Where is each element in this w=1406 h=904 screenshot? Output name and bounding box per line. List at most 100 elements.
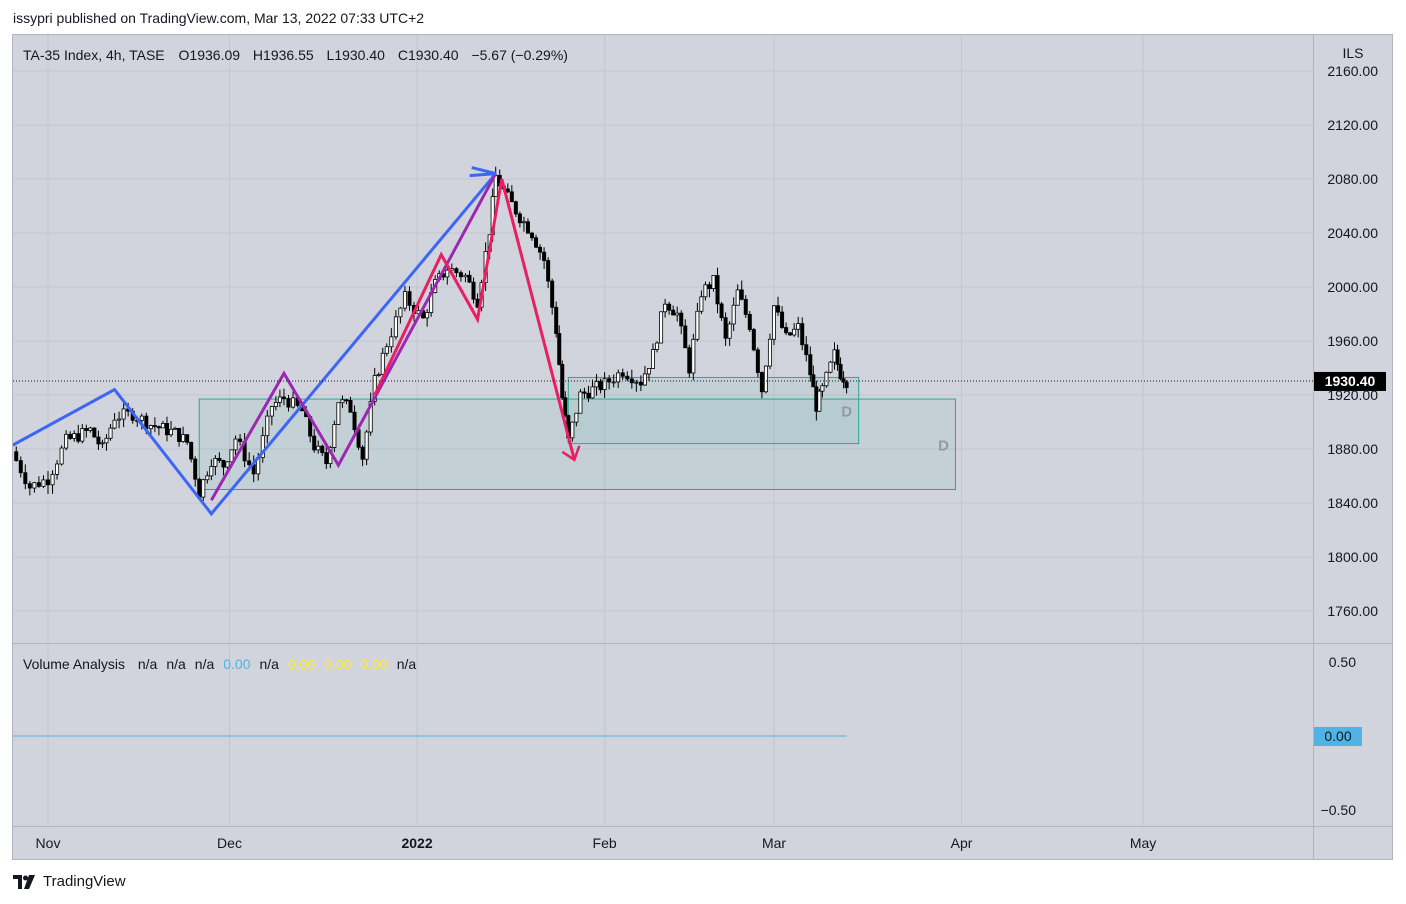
candle-body <box>80 428 85 442</box>
candle-body <box>32 482 37 489</box>
candle-body <box>209 466 214 477</box>
purple-zigzag-line[interactable] <box>210 172 498 502</box>
candle-body <box>824 371 829 387</box>
tradingview-logo[interactable]: TradingView <box>13 873 126 890</box>
candle-body <box>213 457 218 467</box>
candle-body <box>454 268 459 274</box>
candle-body <box>393 316 398 338</box>
candle-body <box>751 329 756 351</box>
candle-body <box>23 472 28 485</box>
candle-body <box>177 427 182 442</box>
candle-body <box>616 372 621 383</box>
demand-zone[interactable] <box>567 376 860 445</box>
candle-body <box>96 436 101 445</box>
indicator-value: 0.00 <box>324 656 351 672</box>
candle-body <box>445 269 450 278</box>
blue-zigzag-line[interactable] <box>4 172 497 517</box>
time-axis[interactable]: Nov Dec 2022 Feb Mar Apr May <box>36 835 1157 851</box>
candle-body <box>205 475 210 481</box>
candle-body <box>530 232 535 239</box>
candle-body <box>201 479 206 498</box>
price-tick-label: 2160.00 <box>1327 63 1378 79</box>
time-tick-label: 2022 <box>401 835 432 851</box>
candle-body <box>638 381 643 386</box>
volume-value-text: 0.00 <box>1324 728 1351 744</box>
candle-body <box>59 447 64 465</box>
candle-body <box>719 303 724 319</box>
candle-body <box>152 425 157 428</box>
candle-body <box>233 438 238 451</box>
ohlc-open: O1936.09 <box>179 47 241 63</box>
candle-body <box>121 408 126 420</box>
candle-body <box>611 381 616 384</box>
candle-body <box>804 344 809 356</box>
pink-zigzag-line[interactable] <box>373 178 576 461</box>
chart-svg[interactable]: DD 1930.40 2160.002120.002080.002040.002… <box>4 35 1392 859</box>
candle-body <box>598 381 603 391</box>
candle-body <box>542 251 547 261</box>
candle-body <box>739 289 744 300</box>
candle-body <box>265 415 270 437</box>
zone-label: D <box>841 404 852 421</box>
candle-body <box>364 431 369 460</box>
candle-body <box>735 289 740 306</box>
price-tick-label: 2080.00 <box>1327 171 1378 187</box>
candle-body <box>594 381 599 388</box>
candle-body <box>229 449 234 463</box>
current-price-line: 1930.40 <box>13 371 1386 391</box>
candle-body <box>607 378 612 383</box>
volume-value-tag <box>1314 727 1362 746</box>
candle-body <box>352 411 357 431</box>
candle-body <box>578 391 583 414</box>
candle-body <box>148 425 153 430</box>
indicator-value: n/a <box>260 656 280 672</box>
candle-body <box>402 291 407 309</box>
price-axis[interactable]: 2160.00 2120.00 2080.00 2040.00 2000.00 1960.… <box>1327 63 1378 619</box>
candle-body <box>800 323 805 346</box>
candle-body <box>181 434 186 442</box>
candle-body <box>407 291 412 306</box>
price-tick-label: 1800.00 <box>1327 549 1378 565</box>
candle-body <box>380 352 385 375</box>
candle-body <box>260 435 265 458</box>
price-tick-label: 1760.00 <box>1327 603 1378 619</box>
candle-body <box>707 284 712 289</box>
candle-body <box>360 446 365 460</box>
candle-body <box>471 281 476 300</box>
candle-body <box>14 451 19 462</box>
symbol-header: TA-35 Index, 4h, TASE O1936.09 H1936.55 … <box>23 47 568 63</box>
currency-label: ILS <box>1342 45 1363 61</box>
candle-body <box>92 427 97 438</box>
candle-body <box>538 246 543 253</box>
candle-body <box>320 445 325 454</box>
candle-body <box>46 479 51 486</box>
candle-body <box>36 482 41 487</box>
candle-body <box>108 427 113 439</box>
candle-body <box>273 401 278 408</box>
candle-body <box>238 438 243 442</box>
arrow-head-bottom <box>561 445 581 462</box>
candle-body <box>642 373 647 386</box>
candle-body <box>348 399 353 413</box>
candle-body <box>784 327 789 334</box>
candle-body <box>602 378 607 391</box>
candle-body <box>525 221 530 234</box>
brand-name: TradingView <box>43 873 126 890</box>
indicator-name: Volume Analysis <box>23 656 125 672</box>
candle-body <box>788 332 793 336</box>
candle-body <box>776 305 781 313</box>
drawings <box>4 166 581 517</box>
price-axis-bg <box>1314 35 1392 859</box>
time-tick-label: Nov <box>36 835 61 851</box>
candle-body <box>715 275 720 305</box>
candle-body <box>687 347 692 374</box>
symbol-name: TA-35 Index, 4h, TASE <box>23 47 165 63</box>
candle-body <box>517 213 522 224</box>
indicator-value: 0.00 <box>223 656 250 672</box>
candle-body <box>225 461 230 468</box>
candle-body <box>55 463 60 475</box>
time-tick-label: Feb <box>593 835 617 851</box>
candle-body <box>286 398 291 408</box>
candle-body <box>727 323 732 339</box>
